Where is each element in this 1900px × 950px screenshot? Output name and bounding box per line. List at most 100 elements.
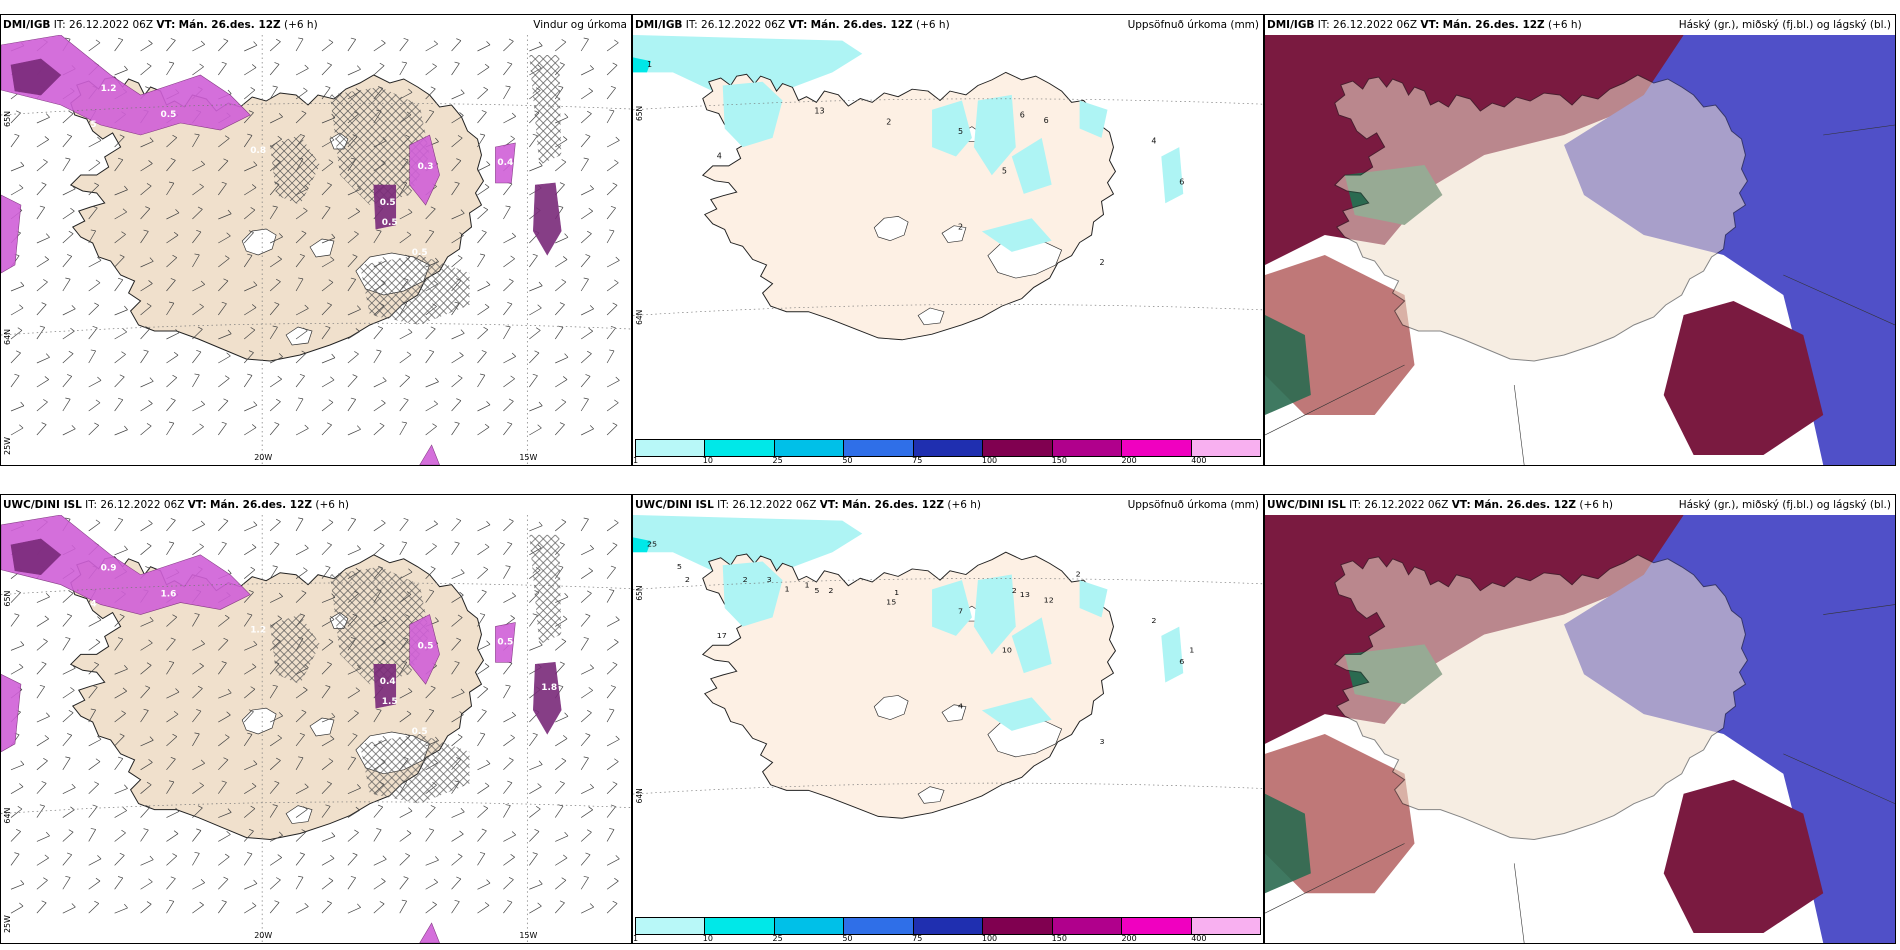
precip-area bbox=[633, 57, 651, 73]
precip-area bbox=[1011, 617, 1052, 674]
colorbar-tick-label: 150 bbox=[1051, 934, 1067, 943]
valid-time: Mán. 26.des. 12Z bbox=[842, 499, 945, 511]
glacier-outline bbox=[309, 717, 335, 737]
glacier-outline bbox=[285, 326, 313, 346]
model-name: DMI/IGB bbox=[3, 19, 51, 31]
map-panel-precip: UWC/DINI ISL IT: 26.12.2022 06Z VT: Mán.… bbox=[632, 494, 1264, 944]
precip-value-label: 13 bbox=[1020, 590, 1030, 599]
precip-value-label: 4 bbox=[1151, 137, 1156, 146]
snow-hatch-area bbox=[329, 566, 430, 685]
init-time: 26.12.2022 06Z bbox=[69, 19, 154, 31]
precip-value-label: 0.3 bbox=[418, 162, 434, 172]
graticule bbox=[633, 98, 1263, 316]
colorbar-swatch bbox=[1052, 918, 1123, 934]
precip-area bbox=[409, 134, 440, 206]
colorbar-swatch bbox=[1122, 440, 1192, 456]
valid-time: Mán. 26.des. 12Z bbox=[1474, 499, 1577, 511]
product-title: Uppsöfnuð úrkoma (mm) bbox=[1127, 499, 1259, 511]
precip-area bbox=[1, 673, 22, 753]
precip-value-label: 6 bbox=[1044, 116, 1049, 125]
snow-hatch-area bbox=[359, 255, 470, 325]
panel-header-left: UWC/DINI ISL IT: 26.12.2022 06Z VT: Mán.… bbox=[635, 495, 981, 515]
precip-value-label: 0.4 bbox=[81, 600, 97, 610]
init-time: 26.12.2022 06Z bbox=[732, 499, 817, 511]
init-time: 26.12.2022 06Z bbox=[1364, 499, 1449, 511]
precip-value-label: 0.4 bbox=[499, 677, 515, 687]
axis-label-corner: 25W bbox=[3, 437, 12, 455]
precip-value-label: 2 bbox=[1151, 616, 1156, 625]
panel-header-left: DMI/IGB IT: 26.12.2022 06Z VT: Mán. 26.d… bbox=[1267, 15, 1582, 35]
precip-value-label: 2 bbox=[886, 118, 891, 127]
precip-value-label: 0.5 bbox=[412, 248, 428, 258]
colorbar-tick-label: 10 bbox=[702, 934, 713, 943]
valid-time-label: VT: bbox=[819, 499, 839, 511]
product-title: Vindur og úrkoma bbox=[533, 19, 627, 31]
panel-header: DMI/IGB IT: 26.12.2022 06Z VT: Mán. 26.d… bbox=[633, 15, 1263, 35]
init-time-label: IT: bbox=[685, 19, 698, 31]
precip-value-label: 1 bbox=[785, 585, 790, 594]
model-name: DMI/IGB bbox=[635, 19, 683, 31]
precip-area bbox=[981, 697, 1052, 731]
init-time-label: IT: bbox=[717, 499, 730, 511]
precip-value-label: 0.4 bbox=[380, 677, 396, 687]
glacier-outline bbox=[873, 695, 909, 720]
model-name: UWC/DINI ISL bbox=[3, 499, 82, 511]
colorbar-swatch bbox=[705, 918, 775, 934]
precip-value-label: 1.2 bbox=[250, 625, 266, 635]
map-svg: 65N 64N 1 4 13 2 5 6 6 5 4 6 2 2 bbox=[633, 35, 1263, 413]
precip-value-label: 0.4 bbox=[497, 158, 513, 168]
iceland-coastline bbox=[1333, 554, 1749, 840]
wind-barbs bbox=[10, 517, 620, 914]
axis-label-lat_b: 64N bbox=[635, 788, 644, 803]
precip-area bbox=[1, 35, 251, 136]
precip-value-label: 1.8 bbox=[541, 683, 557, 693]
precip-value-label: 2 bbox=[1012, 586, 1017, 595]
colorbar-swatch bbox=[844, 440, 914, 456]
product-title: Háský (gr.), miðský (fj.bl.) og lágský (… bbox=[1678, 499, 1891, 511]
valid-time: Mán. 26.des. 12Z bbox=[178, 19, 281, 31]
precip-value-label: 25 bbox=[647, 540, 657, 549]
map-svg: 65N 64N 20W 15W 25W 1.2 0.9 0.5 0.5 0.8 0.5 0.3 0.4 0… bbox=[1, 35, 631, 465]
panel-header: DMI/IGB IT: 26.12.2022 06Z VT: Mán. 26.d… bbox=[1265, 15, 1895, 35]
product-title: Uppsöfnuð úrkoma (mm) bbox=[1127, 19, 1259, 31]
glacier-outline bbox=[941, 225, 967, 243]
precip-area bbox=[419, 444, 440, 465]
precip-value-label: 4 bbox=[717, 152, 722, 161]
precip-value-label: 2 bbox=[685, 575, 690, 584]
valid-time-label: VT: bbox=[1451, 499, 1471, 511]
graticule bbox=[1265, 124, 1895, 465]
map-canvas bbox=[1265, 35, 1895, 465]
precip-area bbox=[1011, 137, 1052, 194]
colorbar-tick-label: 200 bbox=[1121, 934, 1137, 943]
map-canvas: 65N 64N 20W 15W 25W 0.9 3.6 0.4 1.6 1.2 1.5 0.5 0.5 0… bbox=[1, 515, 631, 943]
axis-label-lon_a: 20W bbox=[254, 931, 272, 940]
init-time-label: IT: bbox=[1349, 499, 1362, 511]
mid-cloud-area bbox=[1265, 315, 1311, 415]
precip-value-label: 0.3 bbox=[499, 198, 515, 208]
glacier-outline bbox=[941, 704, 967, 722]
precip-value-label: 5 bbox=[677, 562, 682, 571]
precip-value-label: 2 bbox=[958, 223, 963, 232]
map-panel-cloud: UWC/DINI ISL IT: 26.12.2022 06Z VT: Mán.… bbox=[1264, 494, 1896, 944]
precip-value-label: 10 bbox=[1002, 646, 1012, 655]
valid-time: Mán. 26.des. 12Z bbox=[1442, 19, 1545, 31]
axis-label-lat_b: 64N bbox=[635, 310, 644, 325]
colorbar-swatch bbox=[636, 440, 706, 456]
precip-value-label: 2 bbox=[828, 586, 833, 595]
precip-value-label: 17 bbox=[717, 631, 727, 640]
colorbar-swatch bbox=[913, 918, 984, 934]
precip-value-label: 1.6 bbox=[160, 590, 176, 600]
precip-area bbox=[973, 574, 1016, 655]
colorbar-swatch bbox=[1052, 440, 1123, 456]
precip-value-label: 5 bbox=[814, 586, 819, 595]
axis-label-corner: 25W bbox=[3, 915, 12, 933]
valid-time-label: VT: bbox=[788, 19, 808, 31]
colorbar-tick-label: 100 bbox=[981, 934, 998, 943]
precip-value-label: 0.5 bbox=[412, 727, 428, 737]
precip-area bbox=[1079, 100, 1108, 138]
precip-value-label: 1 bbox=[804, 581, 809, 590]
precip-area bbox=[932, 100, 972, 157]
graticule bbox=[633, 578, 1263, 795]
precip-value-label: 2 bbox=[1100, 258, 1105, 267]
panel-header: UWC/DINI ISL IT: 26.12.2022 06Z VT: Mán.… bbox=[1, 495, 631, 515]
